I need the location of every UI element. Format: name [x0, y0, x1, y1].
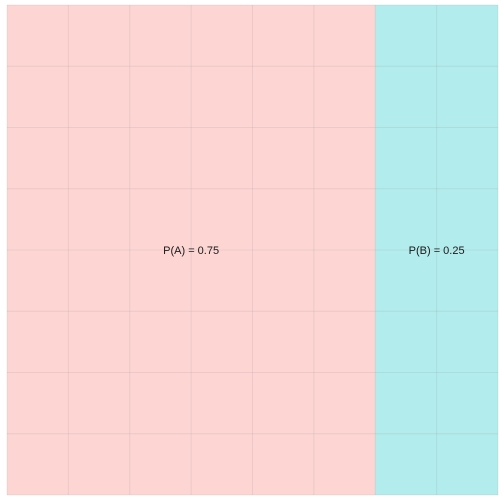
region-a-label: P(A) = 0.75 [163, 245, 219, 257]
region-b [375, 5, 498, 495]
region-a [7, 5, 376, 495]
labels-layer: P(A) = 0.75 P(B) = 0.25 [163, 245, 464, 257]
regions-layer [7, 5, 498, 495]
grid-layer [6, 4, 499, 496]
region-b-label: P(B) = 0.25 [409, 245, 465, 257]
